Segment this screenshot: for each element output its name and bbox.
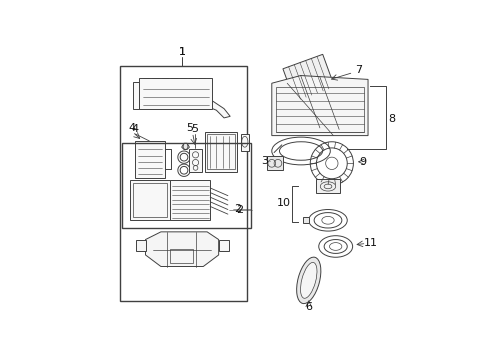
Polygon shape: [136, 239, 145, 251]
Polygon shape: [212, 101, 230, 118]
Text: 11: 11: [363, 238, 377, 248]
Text: 6: 6: [305, 302, 312, 311]
Text: 4: 4: [132, 125, 139, 134]
Bar: [316, 180, 339, 193]
Text: 2: 2: [235, 205, 243, 215]
Text: 5: 5: [186, 123, 193, 133]
Text: 9: 9: [358, 157, 366, 167]
Bar: [122, 143, 250, 228]
Text: 7: 7: [354, 65, 362, 75]
Polygon shape: [271, 76, 367, 136]
Bar: [241, 134, 248, 151]
Polygon shape: [303, 217, 308, 223]
Bar: [135, 141, 164, 178]
Bar: [170, 249, 193, 263]
Bar: [170, 180, 210, 220]
Polygon shape: [283, 54, 334, 102]
Polygon shape: [145, 232, 218, 266]
Text: 2: 2: [234, 204, 241, 214]
Text: 5: 5: [191, 125, 198, 134]
Bar: [133, 183, 167, 217]
Bar: [266, 156, 282, 170]
Bar: [275, 87, 364, 132]
Text: 8: 8: [387, 114, 395, 123]
Text: 10: 10: [277, 198, 290, 208]
Polygon shape: [182, 143, 189, 149]
Bar: [139, 78, 212, 109]
Text: 3: 3: [261, 156, 268, 166]
Text: 1: 1: [179, 48, 185, 58]
Polygon shape: [133, 82, 139, 109]
Bar: [207, 134, 234, 170]
Text: 1: 1: [179, 48, 185, 58]
Bar: [130, 180, 170, 220]
Polygon shape: [218, 239, 228, 251]
Bar: [189, 149, 202, 172]
Ellipse shape: [300, 262, 316, 298]
Bar: [120, 66, 246, 301]
Text: 4: 4: [129, 123, 136, 133]
Ellipse shape: [296, 257, 320, 303]
Bar: [204, 132, 237, 172]
